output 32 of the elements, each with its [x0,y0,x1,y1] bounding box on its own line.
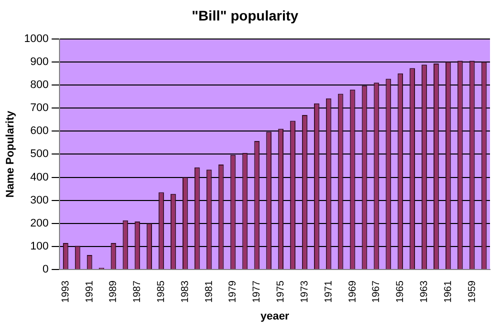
x-tick-label: 1983 [180,280,191,303]
x-tick-label: 1959 [466,280,478,303]
x-tick-label: 1975 [276,280,287,303]
x-tick-label: 1981 [204,280,215,303]
x-tick-label: 1969 [347,280,358,303]
chart-title: "Bill" popularity [192,7,299,24]
x-tick-label: 1973 [299,280,310,303]
y-tick-label: 300 [30,194,49,206]
x-tick-label: 1967 [371,280,382,303]
x-tick-label: 1977 [252,280,263,303]
x-tick-label: 1993 [60,280,72,303]
x-axis-title: yeaer [260,310,290,322]
x-tick-label: 1961 [442,280,454,303]
x-tick-label: 1963 [419,280,430,303]
y-tick-label: 400 [30,171,49,184]
y-tick-label: 1000 [24,32,49,45]
y-tick-label: 500 [30,148,49,160]
x-tick-label: 1965 [395,280,406,303]
x-tick-label: 1991 [84,280,96,303]
x-tick-label: 1985 [156,280,168,303]
x-tick-label: 1987 [132,280,144,303]
y-tick-label: 900 [30,56,49,68]
y-tick-label: 200 [30,217,49,230]
y-tick-label: 100 [30,240,49,253]
y-tick-label: 0 [42,264,49,276]
x-tick-label: 1989 [108,280,120,303]
x-tick-label: 1971 [323,280,334,303]
y-tick-label: 700 [30,102,49,114]
y-tick-label: 600 [30,125,49,138]
x-tick-label: 1979 [228,280,239,303]
y-tick-label: 800 [30,78,49,91]
y-axis-title: Name Popularity [4,110,17,198]
